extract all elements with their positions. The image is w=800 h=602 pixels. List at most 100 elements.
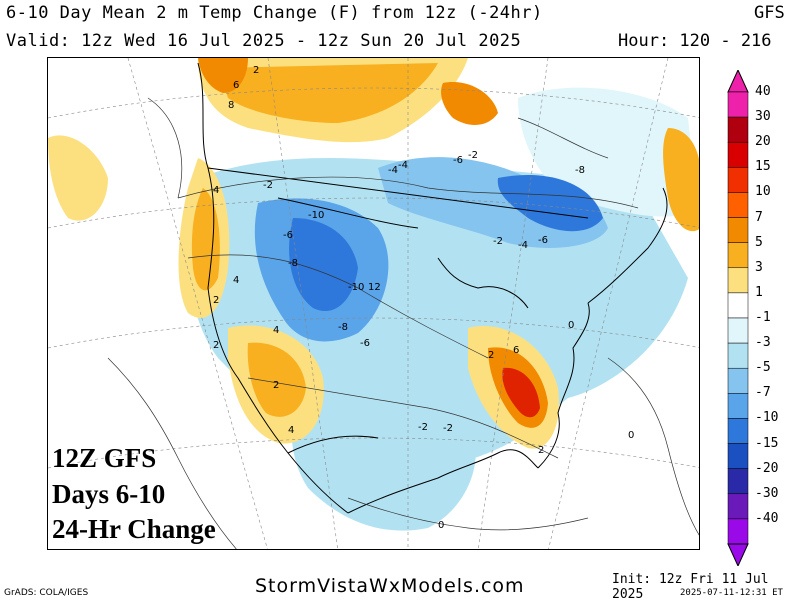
- contour-label: -6: [538, 235, 548, 246]
- contour-label: 0: [568, 320, 574, 331]
- warm-field-canada-inner: [218, 63, 438, 123]
- temperature-map: -2 -10 -6 -8 -10 12 -8 -6 -4 -2 -4 -6 -8 -6 -4 -2 2 4 6 8 4 2…: [47, 57, 700, 550]
- colorbar-swatch: [727, 116, 749, 143]
- valid-range: Valid: 12z Wed 16 Jul 2025 - 12z Sun 20 …: [6, 31, 522, 51]
- colorbar-label: 15: [755, 159, 771, 175]
- contour-label: -4: [518, 240, 528, 251]
- colorbar-label: -10: [755, 410, 779, 426]
- contour-label: -8: [288, 258, 298, 269]
- generated-time: 2025-07-11-12:31 ET: [680, 588, 783, 598]
- contour-label: -4: [398, 160, 408, 171]
- colorbar-swatch: [727, 292, 749, 319]
- contour-label: 0: [628, 430, 634, 441]
- colorbar-swatch: [727, 518, 749, 545]
- colorbar-swatch: [727, 91, 749, 118]
- contours: [107, 97, 699, 549]
- contour-label: 4: [273, 325, 279, 336]
- warm-field-southwest-inner: [247, 342, 306, 417]
- contour-label: -8: [575, 165, 585, 176]
- colorbar-swatch: [727, 141, 749, 168]
- coastlines: [197, 62, 668, 514]
- colorbar-label: -3: [755, 335, 771, 351]
- contour-label: 4: [288, 425, 294, 436]
- colorbar-label: 10: [755, 184, 771, 200]
- colorbar-swatch: [727, 468, 749, 495]
- colorbar-swatch: [727, 493, 749, 520]
- cool-field-south: [291, 388, 476, 531]
- contour-label: 2: [253, 65, 259, 76]
- temperature-fields: [48, 58, 699, 531]
- contour-label: 4: [213, 185, 219, 196]
- colorbar-swatch: [727, 393, 749, 419]
- contour-label: -2: [493, 236, 503, 247]
- colorbar-swatch: [727, 367, 749, 394]
- colorbar-label: 20: [755, 134, 771, 150]
- contour-label: 2: [488, 350, 494, 361]
- contour-label: -6: [283, 230, 293, 241]
- contour-label: -6: [453, 155, 463, 166]
- warm-field-canada-core: [198, 58, 248, 93]
- contour-labels: -2 -10 -6 -8 -10 12 -8 -6 -4 -2 -4 -6 -8 -6 -4 -2 2 4 6 8 4 2…: [213, 65, 634, 531]
- contour-label: 4: [233, 275, 239, 286]
- colorbar-swatch: [727, 217, 749, 243]
- colorbar-label: -7: [755, 385, 771, 401]
- colorbar-swatch: [727, 242, 749, 269]
- colorbar-label: 30: [755, 109, 771, 125]
- colorbar-max-arrow: [727, 70, 749, 93]
- contour-label: -2: [443, 423, 453, 434]
- colorbar-swatch: [727, 317, 749, 344]
- overlay-days: Days 6-10: [52, 479, 166, 509]
- colorbar-swatch: [727, 167, 749, 193]
- contour-label: 2: [273, 380, 279, 391]
- contour-label: 6: [513, 345, 519, 356]
- warm-field-southeast-core: [502, 367, 540, 418]
- colorbar-swatch: [727, 418, 749, 444]
- colorbar-min-arrow: [727, 543, 749, 566]
- colorbar-label: -15: [755, 435, 779, 451]
- colorbar-swatch: [727, 267, 749, 294]
- forecast-hour: Hour: 120 - 216: [618, 31, 772, 51]
- contour-label: -2: [418, 422, 428, 433]
- cold-field-labrador: [497, 174, 603, 232]
- init-time: Init: 12z Fri 11 Jul 2025: [612, 572, 769, 602]
- cold-field-plains-core: [289, 218, 358, 312]
- contour-label: -2: [468, 150, 478, 161]
- colorbar-label: -30: [755, 485, 779, 501]
- contour-label: 2: [213, 340, 219, 351]
- overlay-model: 12Z GFS: [52, 443, 157, 473]
- colorbar-label: 3: [755, 259, 763, 275]
- contour-label: 2: [538, 445, 544, 456]
- colorbar-label: 5: [755, 234, 763, 250]
- contour-label: -10: [348, 282, 364, 293]
- colorbar-label: 40: [755, 84, 771, 99]
- colorbar-label: -5: [755, 360, 771, 376]
- chart-title: 6-10 Day Mean 2 m Temp Change (F) from 1…: [6, 3, 543, 23]
- warm-field-westcoast-inner: [191, 188, 220, 291]
- contour-label: 6: [233, 80, 239, 91]
- colorbar-label: -40: [755, 510, 779, 526]
- colorbar-label: 1: [755, 284, 763, 300]
- contour-label: 8: [228, 100, 234, 111]
- colorbar-label: -1: [755, 310, 771, 325]
- map-canvas: -2 -10 -6 -8 -10 12 -8 -6 -4 -2 -4 -6 -8 -6 -4 -2 2 4 6 8 4 2…: [48, 58, 699, 549]
- colorbar-swatch: [727, 342, 749, 369]
- contour-label: -4: [388, 165, 398, 176]
- model-name: GFS: [754, 3, 785, 23]
- colorbar-swatch: [727, 192, 749, 218]
- contour-label: -10: [308, 210, 324, 221]
- graticule: [48, 58, 699, 549]
- contour-label: -6: [360, 338, 370, 349]
- contour-label: -8: [338, 322, 348, 333]
- contour-label: 2: [213, 295, 219, 306]
- warm-field-hudson: [441, 82, 498, 125]
- warm-field-pacific: [48, 135, 108, 221]
- overlay-change: 24-Hr Change: [52, 514, 216, 544]
- contour-label: 0: [438, 520, 444, 531]
- contour-label: -2: [263, 180, 273, 191]
- site-name: StormVistaWxModels.com: [255, 575, 525, 597]
- colorbar-label: 7: [755, 209, 763, 225]
- grads-credit: GrADS: COLA/IGES: [4, 588, 89, 598]
- contour-label: 12: [368, 282, 381, 293]
- colorbar-swatch: [727, 443, 749, 469]
- warm-field-atlantic: [663, 128, 699, 232]
